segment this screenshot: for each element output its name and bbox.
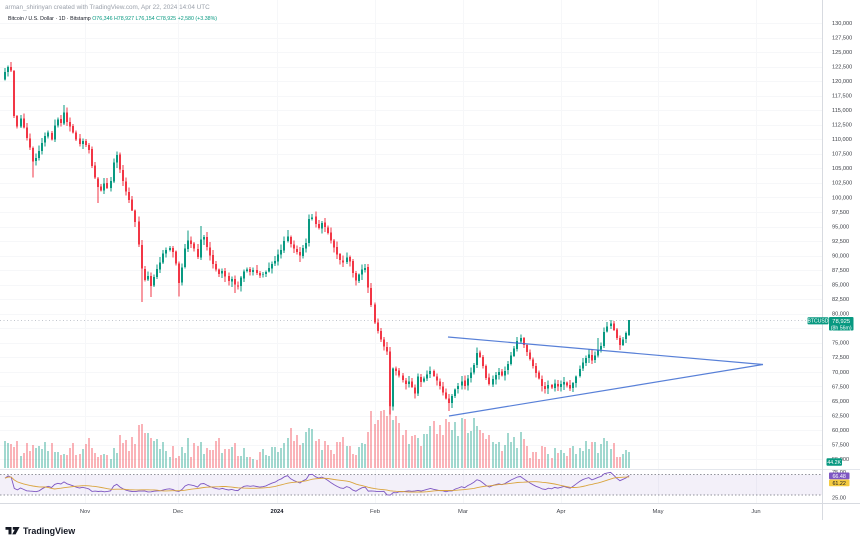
svg-text:100,000: 100,000 [832,195,852,201]
svg-text:Jun: Jun [751,509,760,515]
svg-text:95,000: 95,000 [832,224,849,230]
svg-text:102,500: 102,500 [832,181,852,187]
svg-text:75,000: 75,000 [832,341,849,347]
svg-text:TradingView: TradingView [23,526,75,536]
svg-text:(8h 56m): (8h 56m) [831,325,852,331]
svg-text:60,000: 60,000 [832,428,849,434]
svg-text:78,925: 78,925 [832,319,851,325]
svg-text:61.22: 61.22 [832,481,846,487]
svg-text:107,500: 107,500 [832,152,852,158]
svg-text:80,000: 80,000 [832,312,849,318]
svg-text:127,500: 127,500 [832,35,852,41]
svg-text:66.48: 66.48 [832,474,846,480]
svg-text:25.00: 25.00 [832,496,846,502]
svg-text:BTCUSD: BTCUSD [808,319,829,325]
svg-text:125,000: 125,000 [832,50,852,56]
svg-text:65,000: 65,000 [832,399,849,405]
svg-text:90,000: 90,000 [832,253,849,259]
svg-text:44.2K: 44.2K [827,460,841,466]
svg-text:112,500: 112,500 [832,123,852,129]
svg-text:117,500: 117,500 [832,94,852,100]
svg-text:82,500: 82,500 [832,297,849,303]
svg-text:87,500: 87,500 [832,268,849,274]
svg-text:110,000: 110,000 [832,137,852,143]
svg-text:120,000: 120,000 [832,79,852,85]
svg-text:97,500: 97,500 [832,210,849,216]
svg-text:115,000: 115,000 [832,108,852,114]
svg-text:67,500: 67,500 [832,384,849,390]
svg-text:130,000: 130,000 [832,21,852,27]
svg-text:62,500: 62,500 [832,413,849,419]
svg-text:2024: 2024 [271,509,285,515]
svg-text:Bitcoin / U.S. Dollar · 1D · B: Bitcoin / U.S. Dollar · 1D · Bitstamp O7… [8,16,217,22]
svg-text:May: May [653,509,664,515]
svg-text:arman_shirinyan created with T: arman_shirinyan created with TradingView… [5,4,210,11]
svg-text:105,000: 105,000 [832,166,852,172]
svg-text:122,500: 122,500 [832,64,852,70]
svg-text:70,000: 70,000 [832,370,849,376]
svg-text:Dec: Dec [173,509,183,515]
svg-text:85,000: 85,000 [832,283,849,289]
svg-text:Feb: Feb [370,509,380,515]
svg-text:Apr: Apr [556,509,565,515]
svg-text:92,500: 92,500 [832,239,849,245]
svg-text:57,500: 57,500 [832,443,849,449]
svg-text:Mar: Mar [458,509,468,515]
svg-text:Nov: Nov [80,509,90,515]
svg-text:72,500: 72,500 [832,355,849,361]
